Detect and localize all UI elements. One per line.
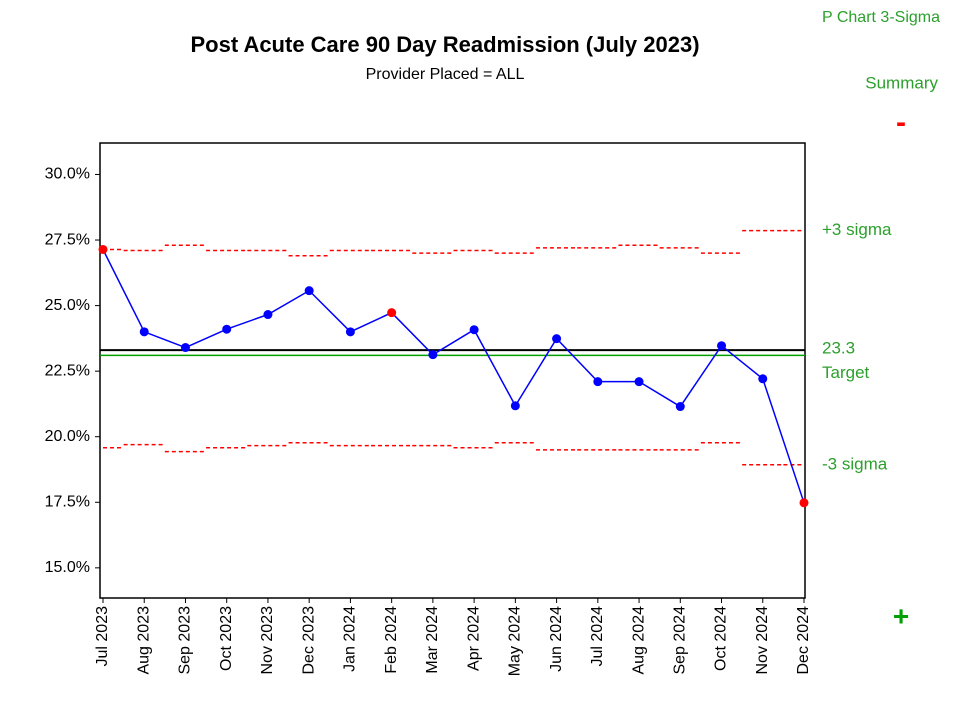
x-tick-label: Feb 2024 — [383, 606, 400, 674]
x-tick-label: Jun 2024 — [548, 606, 565, 672]
data-point — [510, 401, 520, 411]
x-tick-label: Aug 2024 — [630, 606, 647, 675]
data-point — [263, 310, 273, 320]
minus-symbol: - — [896, 106, 906, 139]
y-tick-label: 27.5% — [45, 231, 90, 248]
plus-symbol: + — [893, 600, 909, 631]
chart-title: Post Acute Care 90 Day Readmission (July… — [190, 32, 699, 57]
data-point — [717, 341, 727, 351]
data-point — [552, 334, 562, 344]
x-tick-label: Sep 2024 — [672, 606, 689, 675]
data-point — [304, 286, 314, 296]
data-point — [345, 327, 355, 337]
data-point — [634, 377, 644, 387]
y-tick-label: 15.0% — [45, 559, 90, 576]
data-line — [102, 249, 805, 504]
x-tick-label: Oct 2024 — [713, 606, 730, 671]
x-tick-label: Apr 2024 — [465, 606, 482, 671]
data-point — [799, 498, 809, 508]
data-point — [139, 327, 149, 337]
lcl-label: -3 sigma — [822, 454, 888, 473]
data-point — [98, 244, 108, 254]
y-tick-label: 22.5% — [45, 362, 90, 379]
plot-frame — [99, 142, 806, 599]
y-tick-label: 20.0% — [45, 428, 90, 445]
summary-label: Summary — [865, 73, 938, 92]
target-label: Target — [822, 363, 870, 382]
x-tick-label: May 2024 — [507, 606, 524, 676]
x-tick-label: Sep 2023 — [177, 606, 194, 675]
data-point — [387, 308, 397, 318]
ucl-label: +3 sigma — [822, 220, 892, 239]
y-tick-label: 30.0% — [45, 166, 90, 183]
x-tick-label: Mar 2024 — [424, 606, 441, 674]
x-tick-label: Nov 2024 — [754, 606, 771, 675]
data-point — [222, 324, 232, 334]
x-tick-label: Aug 2023 — [135, 606, 152, 675]
data-point — [593, 377, 603, 387]
data-point — [675, 402, 685, 412]
x-tick-label: Dec 2024 — [795, 606, 812, 675]
x-tick-label: Dec 2023 — [300, 606, 317, 675]
x-tick-label: Nov 2023 — [259, 606, 276, 675]
center-label: 23.3 — [822, 339, 855, 358]
x-tick-label: Oct 2023 — [218, 606, 235, 671]
data-point — [428, 350, 438, 360]
y-tick-label: 25.0% — [45, 297, 90, 314]
y-tick-label: 17.5% — [45, 493, 90, 510]
data-point — [469, 325, 479, 335]
x-tick-label: Jul 2024 — [589, 606, 606, 667]
x-tick-label: Jan 2024 — [342, 606, 359, 672]
chart-subtitle: Provider Placed = ALL — [366, 66, 525, 83]
data-point — [758, 374, 768, 384]
data-point — [180, 343, 190, 353]
chart-label: P Chart 3-Sigma — [822, 9, 940, 26]
x-tick-label: Jul 2023 — [94, 606, 111, 667]
